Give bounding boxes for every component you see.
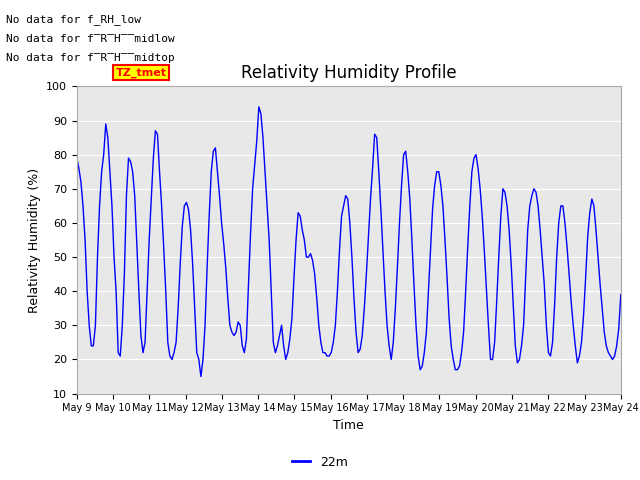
Text: No data for f_RH_low: No data for f_RH_low xyxy=(6,14,141,25)
Y-axis label: Relativity Humidity (%): Relativity Humidity (%) xyxy=(28,168,40,312)
Text: No data for f̅R̅H̅̅midtop: No data for f̅R̅H̅̅midtop xyxy=(6,53,175,63)
Title: Relativity Humidity Profile: Relativity Humidity Profile xyxy=(241,64,456,82)
Text: No data for f̅R̅H̅̅midlow: No data for f̅R̅H̅̅midlow xyxy=(6,34,175,44)
Text: TZ_tmet: TZ_tmet xyxy=(116,67,166,78)
X-axis label: Time: Time xyxy=(333,419,364,432)
Legend: 22m: 22m xyxy=(287,451,353,474)
